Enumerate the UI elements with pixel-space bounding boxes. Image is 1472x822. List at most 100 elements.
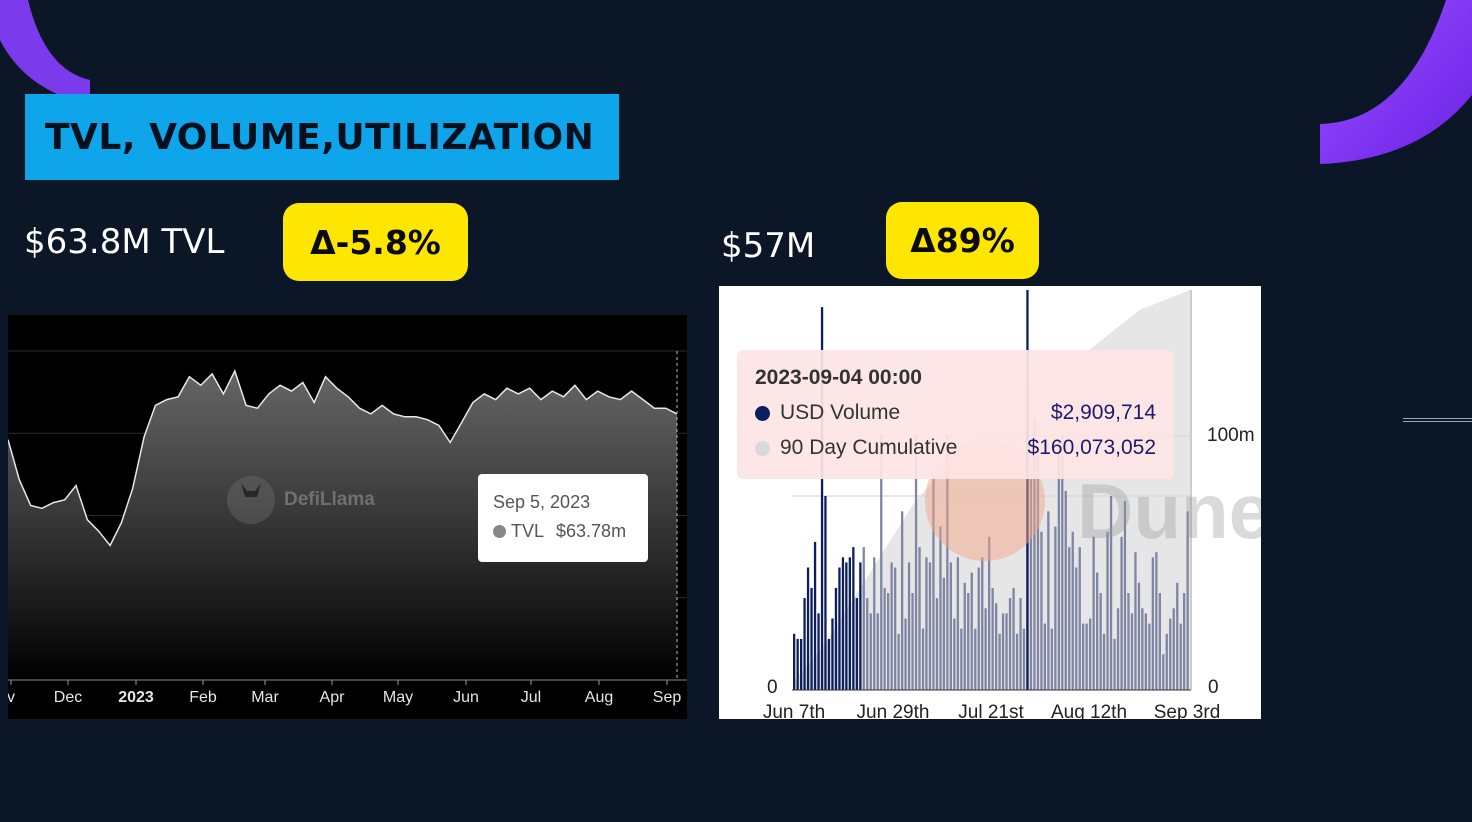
x-tick-label: Feb <box>189 689 217 706</box>
volume-bar <box>914 434 918 690</box>
x-tick-label: May <box>382 689 414 706</box>
volume-bar <box>935 598 939 690</box>
volume-bar <box>1155 552 1158 690</box>
volume-bar <box>1123 501 1127 690</box>
volume-bar <box>1068 547 1071 690</box>
volume-bar <box>827 638 831 690</box>
tooltip-series: TVL <box>511 521 545 541</box>
volume-bar <box>838 567 841 690</box>
volume-bar <box>845 562 848 690</box>
volume-bar <box>1162 654 1165 690</box>
volume-bar <box>1008 598 1012 690</box>
tvl-delta-badge: Δ-5.8% <box>283 203 468 281</box>
volume-bar <box>1176 582 1179 690</box>
volume-bar <box>890 562 893 690</box>
x-tick-label: Sep 3rd <box>1153 702 1221 719</box>
x-tick-label: Sep <box>652 689 682 706</box>
volume-bar <box>907 562 911 690</box>
usd-volume-dot <box>755 405 770 421</box>
volume-bar <box>1183 593 1186 690</box>
volume-bar <box>883 587 886 690</box>
x-tick-label: Apr <box>319 689 345 706</box>
volume-bar <box>887 593 890 690</box>
x-tick-label: 2023 <box>118 689 154 706</box>
volume-bar <box>866 598 869 690</box>
volume-bar <box>1001 613 1005 690</box>
volume-bar <box>824 496 827 690</box>
volume-bar <box>831 618 834 690</box>
tooltip-value: $63.78m <box>556 521 627 541</box>
volume-bar <box>1106 531 1109 690</box>
volume-bar <box>880 434 883 690</box>
volume-bar <box>800 638 803 690</box>
volume-bar <box>953 618 956 690</box>
volume-bar <box>1165 633 1168 690</box>
volume-bar <box>862 547 865 690</box>
volume-bar <box>1033 419 1036 690</box>
x-tick-label: Jun 29th <box>856 702 930 719</box>
volume-bar <box>869 613 872 690</box>
volume-bar <box>873 557 876 690</box>
volume-bar <box>848 557 851 690</box>
volume-bar <box>1096 572 1099 690</box>
volume-bar <box>810 587 813 690</box>
section-title: TVL, VOLUME,UTILIZATION <box>45 116 595 158</box>
volume-bar <box>963 582 966 690</box>
volume-bar <box>806 567 810 690</box>
volume-bar <box>1151 557 1154 690</box>
volume-bar <box>876 613 879 690</box>
x-tick-label: Aug <box>584 689 614 706</box>
dune-watermark: Dune <box>1077 467 1261 555</box>
volume-bar <box>1144 613 1147 690</box>
volume-bar <box>1137 582 1141 690</box>
volume-bar <box>1169 618 1172 690</box>
tooltip-value: $2,909,714 <box>1050 401 1156 424</box>
volume-bar <box>1148 623 1151 690</box>
volume-bar <box>793 633 796 690</box>
volume-bar <box>998 633 1001 690</box>
volume-bar <box>1071 531 1074 690</box>
volume-bar <box>1015 633 1019 690</box>
volume-bar <box>1012 587 1015 690</box>
volume-bar <box>949 562 952 690</box>
volume-bar <box>960 628 963 690</box>
volume-bar <box>834 587 838 690</box>
watermark-text: DefiLlama <box>284 489 375 510</box>
tvl-chart[interactable]: DefiLlama Sep 5, 2023 TVL $63.78m v Dec 20… <box>8 315 687 719</box>
volume-bar <box>928 562 932 690</box>
cumulative-dot <box>755 440 770 456</box>
y-right-label: 0 <box>1208 677 1219 698</box>
volume-bar <box>1113 638 1116 690</box>
volume-bar <box>1050 628 1053 690</box>
x-tick-label: Jul 21st <box>958 702 1024 719</box>
volume-bar <box>1078 547 1081 690</box>
volume-bar <box>796 638 799 690</box>
decorative-arc-left <box>0 0 90 105</box>
volume-bar <box>1141 608 1144 690</box>
volume-bar <box>988 536 991 690</box>
volume-bar <box>970 572 973 690</box>
volume-bar <box>1116 608 1120 690</box>
volume-bar <box>1061 434 1064 690</box>
x-tick-label: Dec <box>53 689 83 706</box>
volume-bar <box>841 557 845 690</box>
volume-bar <box>946 434 949 690</box>
volume-bar <box>1036 455 1040 690</box>
volume-bar <box>820 307 824 690</box>
volume-bar <box>1109 496 1113 690</box>
volume-bar <box>1022 628 1026 690</box>
volume-bar <box>859 562 862 690</box>
y-right-label: 100m <box>1207 425 1255 446</box>
volume-bar <box>918 547 921 690</box>
y-left-label: 0 <box>767 677 778 698</box>
volume-chart[interactable]: Dune 2023-09-04 00:00 USD Volume $2,909,… <box>719 286 1261 719</box>
volume-bar <box>1134 552 1137 690</box>
volume-bar <box>803 598 806 690</box>
volume-bar <box>904 618 907 690</box>
volume-delta-badge: Δ89% <box>886 202 1039 279</box>
tvl-line <box>8 369 678 547</box>
tvl-chart-svg <box>8 350 687 685</box>
volume-bar <box>1089 618 1092 690</box>
volume-bar <box>897 633 900 690</box>
volume-bar <box>932 475 935 690</box>
